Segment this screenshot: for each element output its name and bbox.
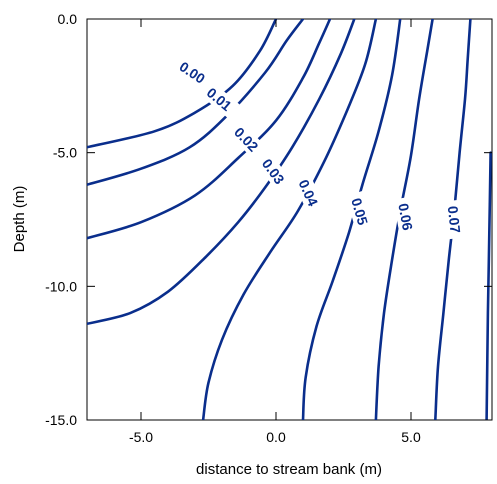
contour-label-bg — [254, 150, 292, 193]
x-tick-label: -5.0 — [129, 429, 153, 445]
axis-ticks: -5.0 0.0 5.0 0.0 -5.0 -10.0 -15.0 — [45, 11, 492, 445]
contour-label: 0.07 — [445, 205, 464, 234]
contour-label-group: 0.04 — [292, 171, 325, 214]
x-tick-label: 0.0 — [266, 429, 286, 445]
contour-label-bg — [226, 119, 266, 160]
y-tick-label: -5.0 — [53, 145, 77, 161]
plot-frame — [86, 18, 493, 421]
contour-label-bg — [292, 171, 325, 214]
plot-area: 0.000.010.020.030.040.05 0.06 0.07 -5.0 0.0… — [45, 11, 493, 445]
contour-label-bg — [345, 190, 374, 233]
contour-line — [301, 19, 402, 420]
contour-label-group: 0.06 — [393, 196, 418, 238]
y-tick-label: 0.0 — [58, 11, 78, 27]
contour-label-bg — [393, 196, 418, 238]
contour-label-group: 0.05 — [345, 190, 374, 233]
contour-label-group: 0.03 — [254, 150, 292, 193]
contour-line — [201, 19, 378, 420]
x-tick-label: 5.0 — [401, 429, 421, 445]
contour-line — [87, 19, 356, 326]
y-tick-label: -15.0 — [45, 412, 77, 428]
contour-label-group: 0.07 — [443, 199, 466, 240]
contour-label-bg — [443, 199, 466, 240]
contour-label-bg — [198, 80, 240, 119]
contour-lines: 0.000.010.020.030.040.05 0.06 0.07 — [87, 19, 492, 420]
contour-line — [485, 151, 492, 420]
contour-line — [87, 19, 332, 240]
y-axis-title: Depth (m) — [11, 186, 28, 253]
contour-label: 0.06 — [395, 202, 416, 232]
contour-label: 0.05 — [348, 196, 371, 227]
x-axis-title: distance to stream bank (m) — [196, 461, 382, 478]
contour-label-bg — [171, 54, 214, 91]
y-tick-label: -10.0 — [45, 278, 77, 294]
